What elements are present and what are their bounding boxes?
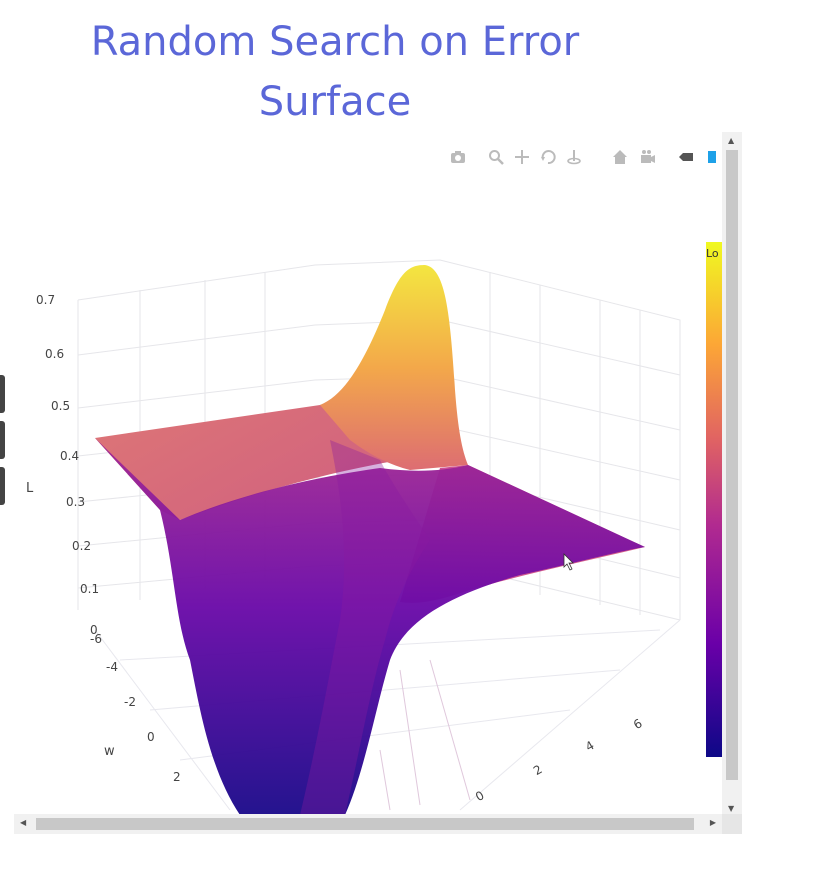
w-tick: -4 xyxy=(106,660,118,674)
w-tick: 0 xyxy=(147,730,155,744)
z-axis: 0.7 0.6 0.5 0.4 0.3 0.2 0.1 0 L xyxy=(26,293,99,637)
w-axis: -6 -4 -2 0 2 w xyxy=(90,632,181,784)
page-title: Random Search on Error Surface xyxy=(40,12,630,132)
zoom-icon[interactable] xyxy=(486,147,506,167)
horizontal-scroll-thumb[interactable] xyxy=(36,818,694,830)
w-tick: -2 xyxy=(124,695,136,709)
scroll-down-icon[interactable]: ▼ xyxy=(728,804,735,813)
surface-left-plateau xyxy=(95,350,400,520)
camera-view-icon[interactable] xyxy=(638,147,658,167)
z-tick: 0.4 xyxy=(60,449,79,463)
hover-closest-icon[interactable] xyxy=(676,147,696,167)
surface-plot[interactable]: 0.7 0.6 0.5 0.4 0.3 0.2 0.1 0 L -6 -4 -2… xyxy=(0,190,722,815)
surface-ridge-shade xyxy=(300,440,430,815)
z-tick: 0 xyxy=(90,623,98,637)
turntable-icon[interactable] xyxy=(564,147,584,167)
b-tick: 6 xyxy=(631,716,645,732)
w-axis-title: w xyxy=(104,744,115,759)
z-tick: 0.1 xyxy=(80,582,99,596)
title-line-1: Random Search on Error xyxy=(90,19,580,65)
horizontal-scrollbar[interactable]: ◀ ▶ xyxy=(14,814,722,834)
w-tick: -6 xyxy=(90,632,102,646)
z-axis-title: L xyxy=(26,481,34,496)
colorbar-label: Lo xyxy=(706,247,719,260)
pan-icon[interactable] xyxy=(512,147,532,167)
side-tab-3[interactable] xyxy=(0,467,5,505)
scroll-up-icon[interactable]: ▲ xyxy=(728,136,735,145)
camera-icon[interactable] xyxy=(448,147,468,167)
b-tick: 4 xyxy=(583,738,597,754)
side-tab-2[interactable] xyxy=(0,421,5,459)
b-tick: 0 xyxy=(473,788,487,804)
scroll-left-icon[interactable]: ◀ xyxy=(20,818,27,827)
scroll-right-icon[interactable]: ▶ xyxy=(709,818,716,827)
z-tick: 0.6 xyxy=(45,347,64,361)
b-tick: 2 xyxy=(531,762,545,778)
vertical-scrollbar[interactable]: ▲ ▼ xyxy=(722,132,742,817)
scrollbar-corner xyxy=(722,814,742,834)
z-tick: 0.3 xyxy=(66,495,85,509)
hover-compare-icon[interactable] xyxy=(708,147,716,167)
z-tick: 0.2 xyxy=(72,539,91,553)
surface-valley xyxy=(95,438,645,815)
colorbar: Lo xyxy=(706,242,722,757)
title-line-2: Surface xyxy=(258,79,412,125)
plot-modebar xyxy=(446,145,726,169)
orbit-icon[interactable] xyxy=(538,147,558,167)
mouse-cursor-icon xyxy=(563,553,574,571)
z-tick: 0.5 xyxy=(51,399,70,413)
z-tick: 0.7 xyxy=(36,293,55,307)
home-icon[interactable] xyxy=(610,147,630,167)
w-tick: 2 xyxy=(173,770,181,784)
colorbar-scale xyxy=(706,242,722,757)
vertical-scroll-thumb[interactable] xyxy=(726,150,738,780)
side-tab-1[interactable] xyxy=(0,375,5,413)
b-axis: 0 2 4 6 xyxy=(473,716,645,804)
surface-peak xyxy=(320,265,468,470)
